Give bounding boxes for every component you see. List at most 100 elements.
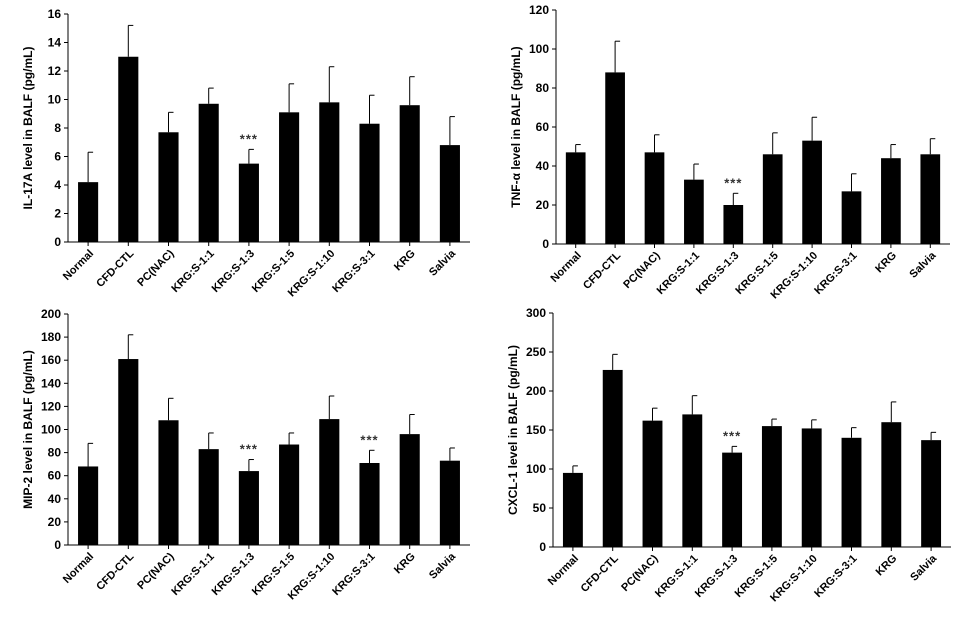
il17a-category-label: Normal bbox=[61, 248, 96, 283]
mip2-y-tick-label: 100 bbox=[41, 423, 61, 437]
tnf-alpha-category-label: Salvia bbox=[907, 249, 939, 281]
il17a-y-tick-label: 0 bbox=[54, 235, 61, 249]
cxcl1-category-label: Salvia bbox=[908, 552, 940, 584]
il17a-bar-krg-s-1-10 bbox=[319, 102, 340, 242]
cxcl1-y-axis-title: CXCL-1 level in BALF (pg/mL) bbox=[506, 345, 520, 515]
cxcl1-y-tick-label: 0 bbox=[539, 540, 546, 554]
cxcl1-bar-krg-s-1-3 bbox=[722, 452, 743, 547]
cxcl1-y-tick-label: 250 bbox=[526, 345, 546, 359]
mip2-y-tick-label: 120 bbox=[41, 399, 61, 413]
il17a-y-tick-label: 14 bbox=[48, 36, 62, 50]
il17a-category-label: CFD-CTL bbox=[94, 247, 136, 289]
il17a-bar-krg-s-1-3 bbox=[238, 163, 259, 242]
tnf-alpha-bar-krg-s-1-3 bbox=[723, 205, 744, 244]
il17a-bar-salvia bbox=[439, 145, 460, 242]
cxcl1-category-label: CFD-CTL bbox=[579, 552, 621, 594]
cxcl1-y-tick-label: 150 bbox=[526, 423, 546, 437]
tnf-alpha-category-label: CFD-CTL bbox=[581, 249, 623, 291]
il17a-y-tick-label: 16 bbox=[48, 7, 62, 21]
tnf-alpha-category-label: KRG:S-3:1 bbox=[812, 250, 859, 297]
cxcl1-y-tick-label: 300 bbox=[526, 306, 546, 320]
mip2-y-tick-label: 40 bbox=[48, 492, 62, 506]
mip2-chart: 0 20 40 60 80 100 120 140 160 180 200 MIP-2 level i… bbox=[21, 307, 470, 602]
cxcl1-bar-salvia bbox=[921, 440, 942, 547]
mip2-bar-krg-s-1-10 bbox=[319, 419, 340, 545]
il17a-y-axis-title: IL-17A level in BALF (pg/mL) bbox=[21, 47, 35, 210]
mip2-y-tick-label: 140 bbox=[41, 376, 61, 390]
il17a-y-tick-label: 12 bbox=[48, 64, 62, 78]
il17a-y-tick-label: 6 bbox=[54, 150, 61, 164]
mip2-category-label: KRG bbox=[392, 551, 418, 577]
mip2-category-label: CFD-CTL bbox=[94, 550, 136, 592]
mip2-bar-krg-s-3-1 bbox=[359, 462, 380, 545]
il17a-y-tick-label: 10 bbox=[48, 93, 62, 107]
il17a-bar-normal bbox=[78, 182, 99, 242]
tnf-alpha-y-tick-label: 20 bbox=[536, 198, 550, 212]
tnf-alpha-significance-marker: *** bbox=[724, 175, 742, 190]
cxcl1-y-tick-label: 200 bbox=[526, 384, 546, 398]
mip2-category-label: KRG:S-3:1 bbox=[330, 551, 377, 598]
mip2-category-label: PC(NAC) bbox=[135, 550, 177, 592]
cxcl1-y-tick-label: 50 bbox=[533, 501, 547, 515]
mip2-bar-normal bbox=[78, 466, 99, 545]
tnf-alpha-y-tick-label: 0 bbox=[542, 237, 549, 251]
tnf-alpha-bar-normal bbox=[565, 152, 586, 244]
tnf-alpha-category-label: Normal bbox=[549, 250, 584, 285]
cxcl1-bar-pc-nac bbox=[642, 420, 663, 547]
mip2-y-tick-label: 180 bbox=[41, 330, 61, 344]
mip2-bar-krg-s-1-1 bbox=[198, 449, 219, 545]
mip2-bar-cfd-ctl bbox=[118, 359, 139, 545]
mip2-y-tick-label: 80 bbox=[48, 446, 62, 460]
mip2-category-label: Normal bbox=[61, 551, 96, 586]
cxcl1-y-tick-label: 100 bbox=[526, 462, 546, 476]
cxcl1-chart: 0 50 100 150 200 250 300 CXCL-1 level in BALF (… bbox=[506, 306, 951, 604]
il17a-bar-pc-nac bbox=[158, 132, 179, 242]
cxcl1-bar-normal bbox=[562, 472, 583, 547]
cxcl1-significance-marker: *** bbox=[723, 428, 741, 443]
il17a-category-label: KRG bbox=[392, 248, 418, 274]
mip2-bar-krg-s-1-3 bbox=[238, 471, 259, 545]
cxcl1-bar-krg-s-1-5 bbox=[761, 426, 782, 547]
tnf-alpha-category-label: KRG bbox=[873, 250, 899, 276]
tnf-alpha-bar-krg bbox=[881, 158, 901, 244]
mip2-bar-krg bbox=[399, 434, 420, 545]
tnf-alpha-y-tick-label: 60 bbox=[536, 120, 550, 134]
mip2-y-tick-label: 20 bbox=[48, 515, 62, 529]
il17a-bar-krg-s-3-1 bbox=[359, 123, 380, 242]
il17a-category-label: Salvia bbox=[427, 247, 459, 279]
tnf-alpha-bar-krg-s-1-5 bbox=[762, 154, 783, 244]
tnf-alpha-category-label: PC(NAC) bbox=[621, 249, 663, 291]
il17a-bar-cfd-ctl bbox=[118, 56, 139, 242]
mip2-y-axis-title: MIP-2 level in BALF (pg/mL) bbox=[21, 350, 35, 509]
cxcl1-category-label: KRG:S-3:1 bbox=[812, 553, 859, 600]
cxcl1-bar-krg-s-1-1 bbox=[682, 414, 703, 547]
il17a-significance-marker: *** bbox=[240, 131, 258, 146]
mip2-y-tick-label: 160 bbox=[41, 353, 61, 367]
tnf-alpha-bar-cfd-ctl bbox=[605, 72, 625, 245]
cxcl1-bar-krg-s-1-10 bbox=[801, 428, 822, 547]
il17a-bar-krg-s-1-1 bbox=[198, 103, 219, 243]
il17a-category-label: PC(NAC) bbox=[135, 247, 177, 289]
il17a-y-tick-label: 4 bbox=[54, 178, 61, 192]
tnf-alpha-bar-krg-s-3-1 bbox=[841, 191, 862, 244]
tnf-alpha-chart: 0 20 40 60 80 100 120 TNF-α level in BALF (pg/m… bbox=[509, 3, 950, 301]
tnf-alpha-bar-salvia bbox=[920, 154, 941, 244]
cxcl1-bar-krg-s-3-1 bbox=[841, 437, 862, 547]
mip2-y-tick-label: 60 bbox=[48, 469, 62, 483]
cxcl1-category-label: PC(NAC) bbox=[619, 552, 661, 594]
mip2-y-tick-label: 0 bbox=[54, 538, 61, 552]
cxcl1-category-label: KRG bbox=[874, 553, 900, 579]
il17a-y-tick-label: 2 bbox=[54, 207, 61, 221]
tnf-alpha-y-axis-title: TNF-α level in BALF (pg/mL) bbox=[509, 46, 523, 207]
mip2-bar-pc-nac bbox=[158, 420, 179, 545]
cxcl1-bar-krg bbox=[881, 422, 902, 547]
mip2-y-tick-label: 200 bbox=[41, 307, 61, 321]
il17a-category-label: KRG:S-3:1 bbox=[330, 248, 377, 295]
tnf-alpha-bar-pc-nac bbox=[644, 152, 665, 244]
mip2-bar-salvia bbox=[439, 460, 460, 545]
il17a-bar-krg-s-1-5 bbox=[279, 112, 300, 242]
il17a-bar-krg bbox=[399, 105, 420, 242]
cxcl1-bar-cfd-ctl bbox=[602, 369, 623, 547]
tnf-alpha-bar-krg-s-1-1 bbox=[684, 179, 704, 244]
